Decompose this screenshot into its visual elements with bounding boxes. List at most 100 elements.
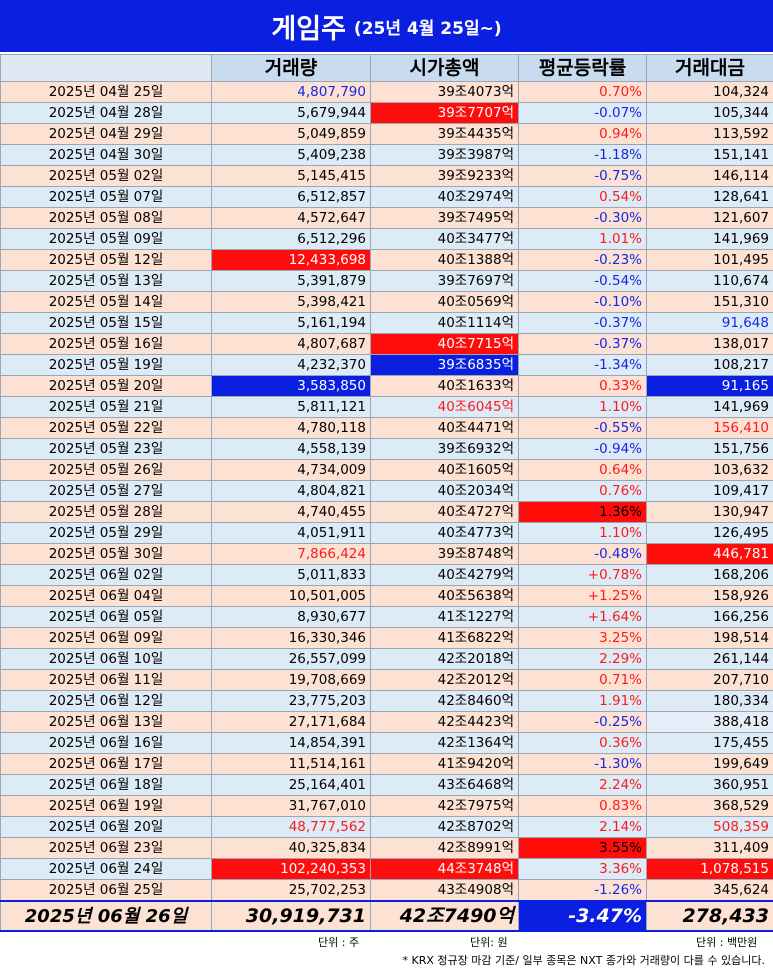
- row-market-cap: 40조6045억: [370, 396, 519, 418]
- row-market-cap: 40조2034억: [370, 480, 519, 502]
- unit-cap: 단위: 원: [470, 936, 508, 949]
- table-row: 2025년 05월 27일 4,804,821 40조2034억 0.76% 109,4…: [0, 480, 773, 502]
- row-trade-value: 138,017: [646, 333, 773, 355]
- table-row: 2025년 05월 19일 4,232,370 39조6835억 -1.34% 108,…: [0, 354, 773, 376]
- row-market-cap: 42조2018억: [370, 648, 519, 670]
- header-volume: 거래량: [211, 54, 371, 82]
- row-trade-value: 360,951: [646, 774, 773, 796]
- row-market-cap: 39조9233억: [370, 165, 519, 187]
- row-volume: 4,804,821: [211, 480, 371, 502]
- header-trade-value: 거래대금: [646, 54, 773, 82]
- row-market-cap: 42조8460억: [370, 690, 519, 712]
- table-row: 2025년 06월 24일 102,240,353 44조3748억 3.36% 1,0…: [0, 858, 773, 880]
- row-trade-value: 158,926: [646, 585, 773, 607]
- row-date: 2025년 06월 19일: [0, 795, 212, 817]
- row-avg-change: 3.55%: [518, 837, 647, 859]
- row-date: 2025년 05월 12일: [0, 249, 212, 271]
- row-market-cap: 40조7715억: [370, 333, 519, 355]
- row-volume: 4,740,455: [211, 501, 371, 523]
- table-row: 2025년 05월 28일 4,740,455 40조4727억 1.36% 130,9…: [0, 501, 773, 523]
- row-volume: 48,777,562: [211, 816, 371, 838]
- row-trade-value: 261,144: [646, 648, 773, 670]
- row-date: 2025년 06월 25일: [0, 879, 212, 902]
- row-market-cap: 41조6822억: [370, 627, 519, 649]
- row-avg-change: -0.10%: [518, 291, 647, 313]
- row-date: 2025년 06월 20일: [0, 816, 212, 838]
- row-trade-value: 508,359: [646, 816, 773, 838]
- row-avg-change: 3.36%: [518, 858, 647, 880]
- row-avg-change: -1.34%: [518, 354, 647, 376]
- row-date: 2025년 06월 04일: [0, 585, 212, 607]
- row-avg-change: -0.48%: [518, 543, 647, 565]
- unit-row: 단위 : 주 단위: 원 단위 : 백만원: [0, 932, 773, 950]
- table-row: 2025년 06월 17일 11,514,161 41조9420억 -1.30% 199…: [0, 753, 773, 775]
- row-volume: 5,398,421: [211, 291, 371, 313]
- row-market-cap: 39조3987억: [370, 144, 519, 166]
- row-date: 2025년 05월 08일: [0, 207, 212, 229]
- row-avg-change: 1.91%: [518, 690, 647, 712]
- row-trade-value: 199,649: [646, 753, 773, 775]
- row-date: 2025년 05월 27일: [0, 480, 212, 502]
- table-row: 2025년 05월 15일 5,161,194 40조1114억 -0.37% 91,6…: [0, 312, 773, 334]
- row-avg-change: 2.14%: [518, 816, 647, 838]
- row-avg-change: -0.54%: [518, 270, 647, 292]
- row-volume: 3,583,850: [211, 375, 371, 397]
- title-bar: 게임주 (25년 4월 25일~): [0, 0, 773, 52]
- table-row: 2025년 06월 02일 5,011,833 40조4279억 +0.78% 168,…: [0, 564, 773, 586]
- row-volume: 6,512,857: [211, 186, 371, 208]
- row-market-cap: 39조7495억: [370, 207, 519, 229]
- table-row: 2025년 05월 12일 12,433,698 40조1388억 -0.23% 101…: [0, 249, 773, 271]
- row-trade-value: 91,648: [646, 312, 773, 334]
- table-row: 2025년 06월 10일 26,557,099 42조2018억 2.29% 261,…: [0, 648, 773, 670]
- header-row: 거래량 시가총액 평균등락률 거래대금: [0, 54, 773, 82]
- row-trade-value: 175,455: [646, 732, 773, 754]
- table-row: 2025년 06월 04일 10,501,005 40조5638억 +1.25% 158…: [0, 585, 773, 607]
- row-avg-change: 1.10%: [518, 396, 647, 418]
- row-date: 2025년 06월 13일: [0, 711, 212, 733]
- row-date: 2025년 05월 22일: [0, 417, 212, 439]
- row-market-cap: 40조4727억: [370, 501, 519, 523]
- summary-avg-change: -3.47%: [518, 900, 647, 932]
- row-avg-change: -1.26%: [518, 879, 647, 902]
- row-trade-value: 168,206: [646, 564, 773, 586]
- row-avg-change: +1.64%: [518, 606, 647, 628]
- table-row: 2025년 05월 29일 4,051,911 40조4773억 1.10% 126,4…: [0, 522, 773, 544]
- row-avg-change: 0.83%: [518, 795, 647, 817]
- row-date: 2025년 05월 29일: [0, 522, 212, 544]
- row-avg-change: -0.75%: [518, 165, 647, 187]
- row-trade-value: 146,114: [646, 165, 773, 187]
- row-date: 2025년 05월 21일: [0, 396, 212, 418]
- row-volume: 19,708,669: [211, 669, 371, 691]
- unit-value: 단위 : 백만원: [696, 936, 758, 949]
- row-avg-change: 1.01%: [518, 228, 647, 250]
- table-row: 2025년 05월 09일 6,512,296 40조3477억 1.01% 141,9…: [0, 228, 773, 250]
- row-market-cap: 42조4423억: [370, 711, 519, 733]
- table-body: 2025년 04월 25일 4,807,790 39조4073억 0.70% 104,3…: [0, 81, 773, 932]
- summary-row: 2025년 06월 26일 30,919,731 42조7490억 -3.47% 278…: [0, 900, 773, 932]
- row-market-cap: 43조6468억: [370, 774, 519, 796]
- row-market-cap: 42조8991억: [370, 837, 519, 859]
- row-trade-value: 108,217: [646, 354, 773, 376]
- row-volume: 10,501,005: [211, 585, 371, 607]
- row-date: 2025년 05월 14일: [0, 291, 212, 313]
- summary-volume: 30,919,731: [211, 900, 371, 932]
- row-volume: 5,011,833: [211, 564, 371, 586]
- row-volume: 4,734,009: [211, 459, 371, 481]
- row-volume: 4,780,118: [211, 417, 371, 439]
- row-trade-value: 103,632: [646, 459, 773, 481]
- row-volume: 23,775,203: [211, 690, 371, 712]
- row-volume: 12,433,698: [211, 249, 371, 271]
- row-volume: 4,807,687: [211, 333, 371, 355]
- row-date: 2025년 06월 18일: [0, 774, 212, 796]
- row-date: 2025년 06월 09일: [0, 627, 212, 649]
- row-avg-change: -0.23%: [518, 249, 647, 271]
- row-market-cap: 39조4073억: [370, 81, 519, 103]
- row-avg-change: -0.55%: [518, 417, 647, 439]
- row-volume: 25,164,401: [211, 774, 371, 796]
- table-row: 2025년 04월 28일 5,679,944 39조7707억 -0.07% 105,…: [0, 102, 773, 124]
- row-volume: 4,558,139: [211, 438, 371, 460]
- table-row: 2025년 05월 20일 3,583,850 40조1633억 0.33% 91,16…: [0, 375, 773, 397]
- row-trade-value: 101,495: [646, 249, 773, 271]
- table-row: 2025년 06월 12일 23,775,203 42조8460억 1.91% 180,…: [0, 690, 773, 712]
- row-volume: 4,051,911: [211, 522, 371, 544]
